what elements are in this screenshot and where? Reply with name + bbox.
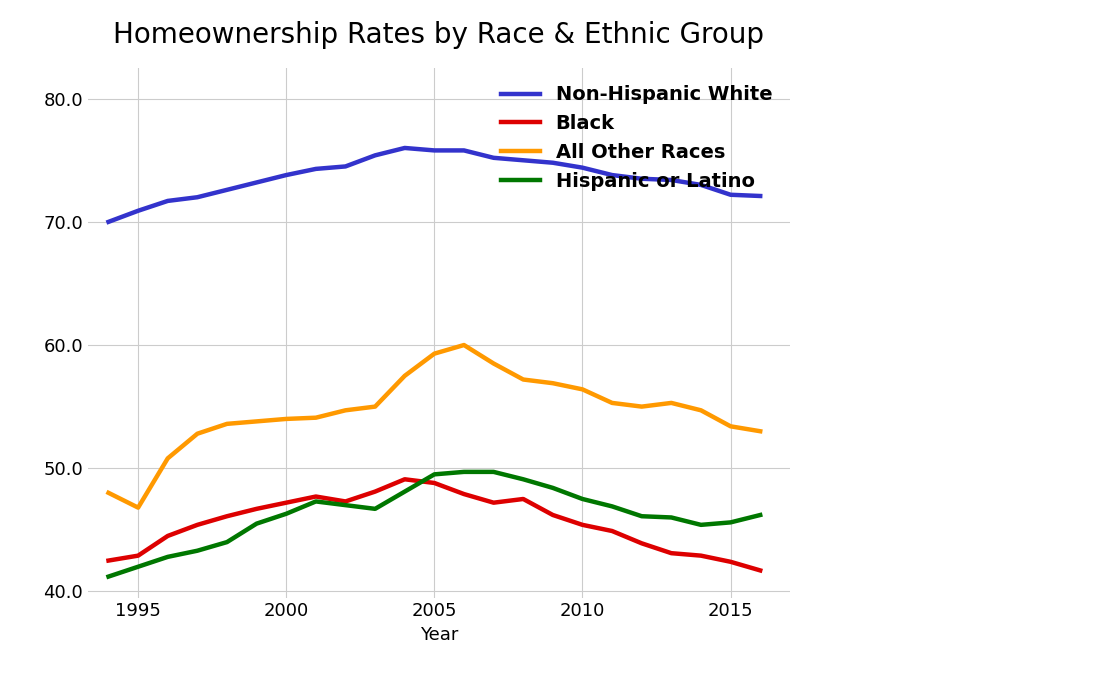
Line: Black: Black	[109, 479, 760, 570]
Hispanic or Latino	[487, 468, 500, 476]
Hispanic or Latino	[369, 504, 382, 513]
All Other Races	[606, 399, 619, 407]
All Other Races	[546, 379, 559, 387]
Black	[309, 492, 323, 500]
All Other Races	[220, 420, 234, 428]
All Other Races	[457, 341, 471, 349]
Black	[398, 475, 411, 483]
Non-Hispanic White	[606, 171, 619, 179]
All Other Races	[398, 371, 411, 380]
Non-Hispanic White	[309, 165, 323, 173]
All Other Races	[280, 415, 293, 423]
Black	[606, 527, 619, 535]
Hispanic or Latino	[517, 475, 530, 483]
Non-Hispanic White	[250, 179, 263, 187]
Line: Non-Hispanic White: Non-Hispanic White	[109, 148, 760, 222]
Black	[250, 504, 263, 513]
Non-Hispanic White	[665, 176, 678, 184]
Hispanic or Latino	[606, 502, 619, 511]
Hispanic or Latino	[398, 488, 411, 496]
Black	[132, 551, 145, 559]
Hispanic or Latino	[635, 512, 648, 520]
Non-Hispanic White	[724, 191, 737, 199]
All Other Races	[517, 375, 530, 384]
Non-Hispanic White	[487, 153, 500, 162]
All Other Races	[428, 350, 441, 358]
Non-Hispanic White	[546, 159, 559, 167]
Non-Hispanic White	[280, 171, 293, 179]
Black	[220, 512, 234, 520]
Hispanic or Latino	[102, 572, 115, 581]
Black	[487, 498, 500, 507]
Non-Hispanic White	[132, 206, 145, 215]
Black	[191, 521, 204, 529]
All Other Races	[694, 406, 708, 414]
Black	[457, 490, 471, 498]
Hispanic or Latino	[161, 553, 174, 561]
Black	[369, 488, 382, 496]
Non-Hispanic White	[457, 147, 471, 155]
Non-Hispanic White	[339, 162, 352, 170]
All Other Races	[161, 454, 174, 462]
All Other Races	[487, 359, 500, 367]
Hispanic or Latino	[250, 519, 263, 528]
Title: Homeownership Rates by Race & Ethnic Group: Homeownership Rates by Race & Ethnic Gro…	[113, 21, 765, 49]
Legend: Non-Hispanic White, Black, All Other Races, Hispanic or Latino: Non-Hispanic White, Black, All Other Rac…	[494, 77, 780, 198]
Hispanic or Latino	[428, 471, 441, 479]
Non-Hispanic White	[191, 193, 204, 201]
Non-Hispanic White	[694, 181, 708, 189]
All Other Races	[576, 385, 589, 393]
All Other Races	[102, 489, 115, 497]
Black	[517, 495, 530, 503]
Non-Hispanic White	[754, 192, 767, 200]
Hispanic or Latino	[665, 513, 678, 521]
Hispanic or Latino	[457, 468, 471, 476]
Black	[724, 557, 737, 566]
Non-Hispanic White	[161, 197, 174, 205]
Hispanic or Latino	[576, 495, 589, 503]
Black	[280, 498, 293, 507]
Non-Hispanic White	[517, 156, 530, 164]
All Other Races	[635, 403, 648, 411]
Black	[161, 532, 174, 540]
Black	[546, 511, 559, 519]
Black	[665, 549, 678, 557]
Black	[635, 539, 648, 547]
Hispanic or Latino	[220, 538, 234, 546]
Hispanic or Latino	[546, 484, 559, 492]
Non-Hispanic White	[428, 147, 441, 155]
All Other Races	[191, 430, 204, 438]
Non-Hispanic White	[369, 151, 382, 160]
All Other Races	[339, 406, 352, 414]
X-axis label: Year: Year	[420, 626, 457, 644]
All Other Races	[724, 422, 737, 430]
All Other Races	[369, 403, 382, 411]
All Other Races	[250, 418, 263, 426]
Black	[339, 498, 352, 506]
All Other Races	[132, 504, 145, 512]
Non-Hispanic White	[398, 144, 411, 152]
Non-Hispanic White	[635, 175, 648, 183]
All Other Races	[665, 399, 678, 407]
All Other Races	[309, 414, 323, 422]
Non-Hispanic White	[220, 186, 234, 194]
Black	[428, 479, 441, 487]
All Other Races	[754, 427, 767, 435]
Line: Hispanic or Latino: Hispanic or Latino	[109, 472, 760, 576]
Hispanic or Latino	[694, 521, 708, 529]
Hispanic or Latino	[724, 518, 737, 526]
Hispanic or Latino	[132, 563, 145, 571]
Hispanic or Latino	[280, 510, 293, 518]
Black	[576, 521, 589, 529]
Black	[694, 551, 708, 559]
Non-Hispanic White	[102, 218, 115, 226]
Hispanic or Latino	[309, 498, 323, 506]
Line: All Other Races: All Other Races	[109, 345, 760, 508]
Hispanic or Latino	[754, 511, 767, 519]
Non-Hispanic White	[576, 164, 589, 172]
Hispanic or Latino	[191, 547, 204, 555]
Black	[754, 566, 767, 574]
Hispanic or Latino	[339, 501, 352, 509]
Black	[102, 557, 115, 565]
